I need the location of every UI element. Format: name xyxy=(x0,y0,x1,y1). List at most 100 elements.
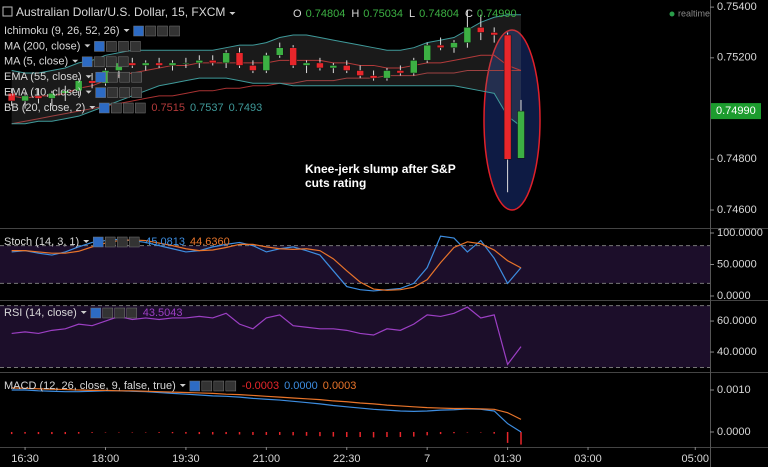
legend-dropdown[interactable] xyxy=(85,75,92,79)
histogram-bar xyxy=(520,431,522,445)
legend-icon[interactable] xyxy=(123,102,134,114)
ohlc-value: 0.74804 xyxy=(419,8,459,20)
candle-body xyxy=(74,80,83,92)
histogram-bar xyxy=(413,431,415,437)
candle-body xyxy=(316,62,324,69)
legend-dropdown[interactable] xyxy=(84,44,91,48)
legend-icon[interactable] xyxy=(93,56,105,68)
histogram-bar xyxy=(480,431,482,433)
candle-body xyxy=(490,32,498,36)
candle-body xyxy=(450,42,458,48)
y-tick-label: 0.0010 xyxy=(717,384,751,396)
y-tick-label: 40.0000 xyxy=(717,346,757,358)
candle-body xyxy=(249,65,257,71)
histogram-bar xyxy=(118,431,120,433)
x-tick-label: 18:00 xyxy=(92,453,120,465)
candle-body xyxy=(48,93,56,99)
histogram-bar xyxy=(24,431,26,434)
legend-dropdown[interactable] xyxy=(85,90,92,94)
last-price-label: 0.74990 xyxy=(716,105,756,117)
histogram-bar xyxy=(372,431,375,438)
y-tick-label: 100.0000 xyxy=(717,227,763,239)
legend-value: 0.7493 xyxy=(229,102,263,114)
legend-icon[interactable] xyxy=(81,56,93,68)
candle-body xyxy=(262,55,271,71)
legend-label[interactable]: Stoch (14, 3, 1) xyxy=(4,236,79,248)
legend-icon[interactable] xyxy=(128,236,140,248)
legend-icon[interactable] xyxy=(145,25,156,37)
candle-body xyxy=(329,65,338,69)
histogram-bar xyxy=(131,431,134,433)
legend-dropdown[interactable] xyxy=(123,29,130,32)
legend-icon[interactable] xyxy=(117,56,129,68)
legend-icon[interactable] xyxy=(169,25,180,37)
legend-icon[interactable] xyxy=(131,87,142,98)
symbol-icon[interactable] xyxy=(2,6,13,17)
legend-icon[interactable] xyxy=(119,71,130,83)
legend-value: -0.0003 xyxy=(242,380,279,392)
legend-dropdown[interactable] xyxy=(80,311,87,314)
legend-icon[interactable] xyxy=(157,25,168,37)
legend-label[interactable]: MA (200, close) xyxy=(4,40,80,52)
legend-icon[interactable] xyxy=(119,87,130,98)
legend-icon[interactable] xyxy=(95,71,106,83)
legend-icon[interactable] xyxy=(130,41,141,52)
x-tick-label: 21:00 xyxy=(253,453,281,465)
legend-icon[interactable] xyxy=(92,236,104,248)
x-tick-label: 05:00 xyxy=(681,453,709,465)
legend-icon[interactable] xyxy=(135,102,146,114)
candle-body xyxy=(168,62,177,66)
legend-icon[interactable] xyxy=(105,56,117,68)
histogram-bar xyxy=(91,431,93,433)
legend-icon[interactable] xyxy=(213,380,225,392)
legend-icon[interactable] xyxy=(131,71,142,83)
legend-label[interactable]: MACD (12, 26, close, 9, false, true) xyxy=(4,380,176,392)
legend-icon[interactable] xyxy=(225,380,237,392)
legend-icon[interactable] xyxy=(90,307,101,319)
histogram-bar xyxy=(265,431,268,435)
candle-body xyxy=(208,60,217,64)
legend-label[interactable]: BB (20, close, 2) xyxy=(4,102,85,114)
legend-dropdown[interactable] xyxy=(89,106,96,109)
legend-icon[interactable] xyxy=(102,307,113,319)
legend-icon[interactable] xyxy=(95,87,106,98)
legend-icon[interactable] xyxy=(118,41,129,52)
legend-label[interactable]: RSI (14, close) xyxy=(4,307,77,319)
candle-body xyxy=(34,95,43,99)
legend-label[interactable]: EMA (55, close) xyxy=(4,71,82,83)
last-price-tag xyxy=(711,103,761,120)
legend-label[interactable]: Ichimoku (9, 26, 52, 26) xyxy=(4,25,120,37)
legend-icon[interactable] xyxy=(106,41,117,52)
legend-icon[interactable] xyxy=(107,71,118,83)
chart-title[interactable]: Australian Dollar/U.S. Dollar, 15, FXCM xyxy=(16,5,225,19)
legend-label[interactable]: EMA (10, close) xyxy=(4,87,82,99)
legend-value: 44.6360 xyxy=(190,236,230,248)
annotation: Knee-jerk slump after S&P xyxy=(305,162,456,176)
legend-icon[interactable] xyxy=(189,380,201,392)
candle-body xyxy=(477,27,485,33)
legend-icon[interactable] xyxy=(104,236,116,248)
histogram-bar xyxy=(225,431,227,435)
histogram-bar xyxy=(37,431,40,435)
legend-icon[interactable] xyxy=(99,102,110,114)
candle-body xyxy=(302,62,311,66)
candle-body xyxy=(88,80,96,84)
legend-icon[interactable] xyxy=(114,307,125,319)
legend-dropdown[interactable] xyxy=(72,59,79,63)
histogram-bar xyxy=(158,431,160,433)
status-text: realtime xyxy=(678,8,710,18)
legend-icon[interactable] xyxy=(116,236,128,248)
legend-icon[interactable] xyxy=(201,380,213,392)
legend-icon[interactable] xyxy=(94,41,105,52)
legend-icon[interactable] xyxy=(107,87,118,98)
legend-dropdown[interactable] xyxy=(179,384,186,387)
indicator-line xyxy=(11,387,522,420)
legend-icon[interactable] xyxy=(133,25,144,37)
legend-label[interactable]: MA (5, close) xyxy=(4,56,68,68)
legend-icon[interactable] xyxy=(126,307,137,319)
histogram-bar xyxy=(319,431,321,437)
title-dropdown[interactable] xyxy=(229,12,236,15)
legend-icon[interactable] xyxy=(111,102,122,114)
legend-dropdown[interactable] xyxy=(83,240,90,243)
indicator-line xyxy=(11,306,522,366)
